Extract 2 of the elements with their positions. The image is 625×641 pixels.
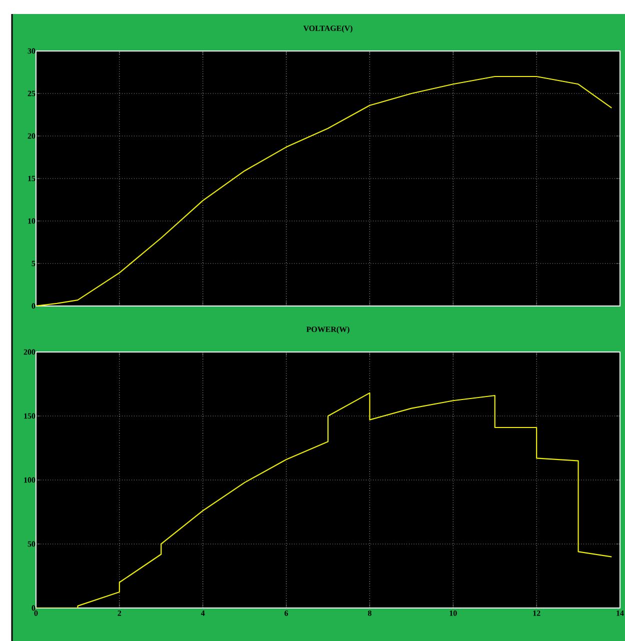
line-series [36,392,612,608]
line-series [36,76,612,306]
